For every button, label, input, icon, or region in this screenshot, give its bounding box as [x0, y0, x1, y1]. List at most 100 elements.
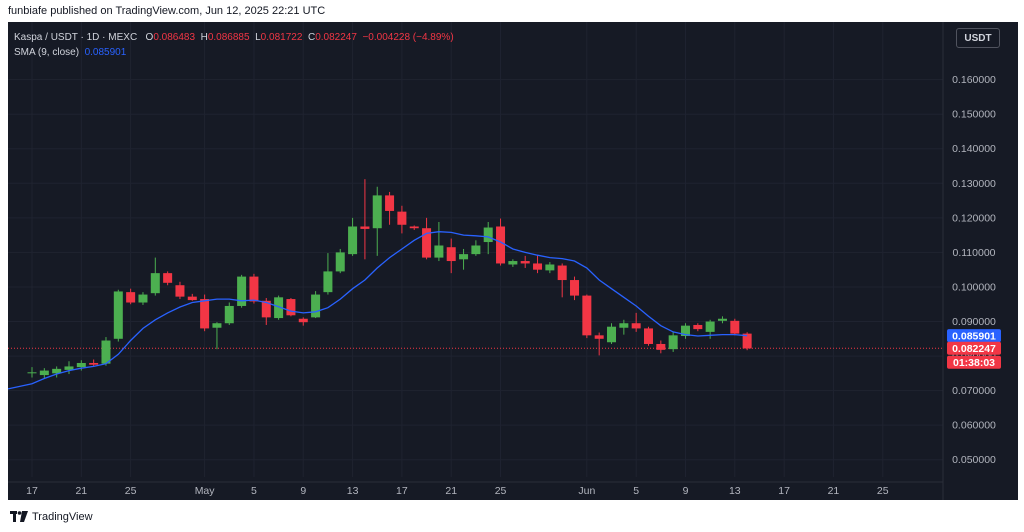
- x-tick-label: 25: [495, 485, 507, 497]
- currency-button[interactable]: USDT: [956, 28, 1000, 48]
- candle-up: [274, 297, 284, 319]
- candle-up: [619, 323, 629, 328]
- y-tick-label: 0.120000: [952, 212, 996, 224]
- candle-up: [113, 291, 123, 339]
- candle-down: [360, 226, 370, 229]
- x-tick-label: 17: [396, 485, 408, 497]
- candle-down: [693, 324, 703, 330]
- x-tick-label: 13: [347, 485, 359, 497]
- candle-down: [249, 276, 259, 302]
- y-tick-label: 0.140000: [952, 143, 996, 155]
- chart-frame[interactable]: 0.160000 0.150000 0.140000 0.130000 0.120000…: [8, 22, 1018, 500]
- candle-down: [397, 211, 407, 225]
- tradingview-logo[interactable]: TradingView: [10, 510, 93, 524]
- candle-down: [298, 318, 308, 323]
- price-label-box: [947, 329, 1001, 343]
- candle-up: [545, 264, 555, 271]
- candle-down: [730, 320, 740, 334]
- candle-up: [101, 340, 111, 364]
- candle-up: [39, 370, 49, 376]
- candle-up: [459, 254, 469, 260]
- ohlc-row: Kaspa / USDT · 1D · MEXC O0.086483 H0.08…: [14, 30, 454, 45]
- candle-up: [335, 252, 345, 272]
- x-tick-label: 25: [877, 485, 889, 497]
- x-tick-label: 9: [300, 485, 306, 497]
- y-tick-label: 0.100000: [952, 281, 996, 293]
- y-tick-label: 0.090000: [952, 316, 996, 328]
- candle-down: [163, 273, 173, 283]
- candle-up: [471, 245, 481, 255]
- x-tick-label: 13: [729, 485, 741, 497]
- candle-down: [570, 280, 580, 296]
- tradingview-logo-icon: [10, 511, 28, 522]
- candle-up: [52, 368, 62, 374]
- x-tick-label: 9: [683, 485, 689, 497]
- open-label: O: [145, 32, 154, 43]
- sma-value: 0.085901: [84, 47, 127, 58]
- y-tick-label: 0.050000: [952, 454, 996, 466]
- y-tick-label: 0.070000: [952, 385, 996, 397]
- published-text: funbiafe published on TradingView.com, J…: [8, 5, 326, 17]
- symbol-name[interactable]: Kaspa / USDT · 1D · MEXC: [14, 32, 138, 43]
- candle-up: [434, 245, 444, 258]
- candle-up: [150, 273, 160, 294]
- candle-down: [496, 226, 506, 264]
- close-label: C: [307, 32, 316, 43]
- candle-up: [76, 362, 86, 368]
- y-tick-label: 0.150000: [952, 109, 996, 121]
- candle-down: [261, 300, 271, 318]
- footer: TradingView: [0, 502, 1024, 532]
- candlestick-chart[interactable]: 0.160000 0.150000 0.140000 0.130000 0.120000…: [8, 22, 1018, 500]
- candle-up: [717, 318, 727, 321]
- close-value: 0.082247: [315, 32, 357, 43]
- x-tick-label: 17: [778, 485, 790, 497]
- sma-row[interactable]: SMA (9, close) 0.085901: [14, 45, 454, 60]
- sma-line: [8, 231, 748, 390]
- candle-down: [200, 299, 210, 329]
- candle-up: [607, 326, 617, 343]
- candle-up: [212, 323, 222, 328]
- chart-legend: Kaspa / USDT · 1D · MEXC O0.086483 H0.08…: [14, 30, 454, 60]
- x-tick-label: Jun: [578, 485, 595, 497]
- candle-down: [533, 263, 543, 270]
- price-label-box: [947, 341, 1001, 355]
- candle-down: [656, 343, 666, 350]
- candle-down: [89, 362, 99, 365]
- candle-up: [224, 305, 234, 324]
- candle-down: [286, 299, 296, 316]
- candle-down: [520, 261, 530, 264]
- candle-down: [446, 247, 456, 262]
- candle-down: [582, 295, 592, 336]
- x-tick-label: 21: [828, 485, 840, 497]
- candle-down: [594, 335, 604, 339]
- candle-down: [557, 265, 567, 281]
- candle-down: [644, 328, 653, 344]
- candle-up: [348, 226, 358, 255]
- y-tick-label: 0.110000: [952, 247, 995, 259]
- candle-up: [680, 325, 690, 337]
- price-label-text: 01:38:03: [953, 357, 995, 369]
- x-tick-label: May: [195, 485, 216, 497]
- price-label-box: [947, 355, 1001, 369]
- candle-up: [323, 271, 333, 293]
- price-label-text: 0.085901: [952, 330, 996, 342]
- candle-down: [742, 333, 752, 349]
- x-tick-label: 21: [75, 485, 87, 497]
- candle-down: [422, 228, 432, 258]
- x-tick-label: 5: [633, 485, 639, 497]
- open-value: 0.086483: [153, 32, 196, 43]
- candle-up: [508, 261, 518, 265]
- x-tick-label: 17: [26, 485, 38, 497]
- low-label: L: [255, 32, 261, 43]
- candle-down: [175, 285, 185, 297]
- candle-down: [409, 226, 419, 229]
- price-label-text: 0.082247: [952, 343, 996, 355]
- candle-up: [483, 227, 493, 243]
- candle-up: [705, 321, 715, 332]
- candle-up: [237, 276, 247, 306]
- x-tick-label: 21: [445, 485, 457, 497]
- candle-up: [311, 294, 321, 318]
- candle-up: [372, 195, 382, 229]
- candle-down: [631, 323, 641, 329]
- low-value: 0.081722: [260, 32, 303, 43]
